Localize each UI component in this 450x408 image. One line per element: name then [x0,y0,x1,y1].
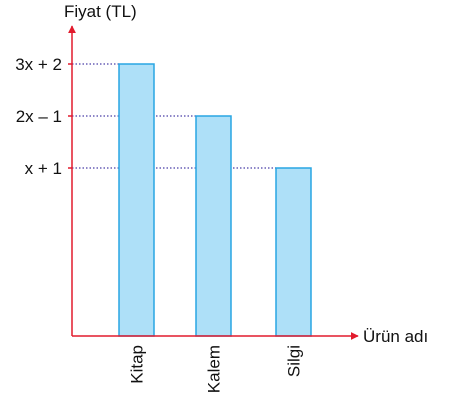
x-axis-title: Ürün adı [363,327,428,346]
category-label-kitap: Kitap [128,345,147,384]
bar-kitap [118,63,155,337]
y-axis-title: Fiyat (TL) [64,2,137,21]
bars [118,63,312,337]
guide-lines [72,63,276,169]
category-labels: Kitap Kalem Silgi [128,345,304,393]
y-tick-labels: x + 1 2x – 1 3x + 2 [15,55,72,178]
category-label-silgi: Silgi [285,345,304,377]
y-tick-label: 3x + 2 [15,55,62,74]
category-label-kalem: Kalem [205,345,224,393]
bar-silgi [275,167,312,337]
y-tick-label: x + 1 [25,159,62,178]
bar-kalem [195,115,232,337]
y-tick-label: 2x – 1 [16,107,62,126]
